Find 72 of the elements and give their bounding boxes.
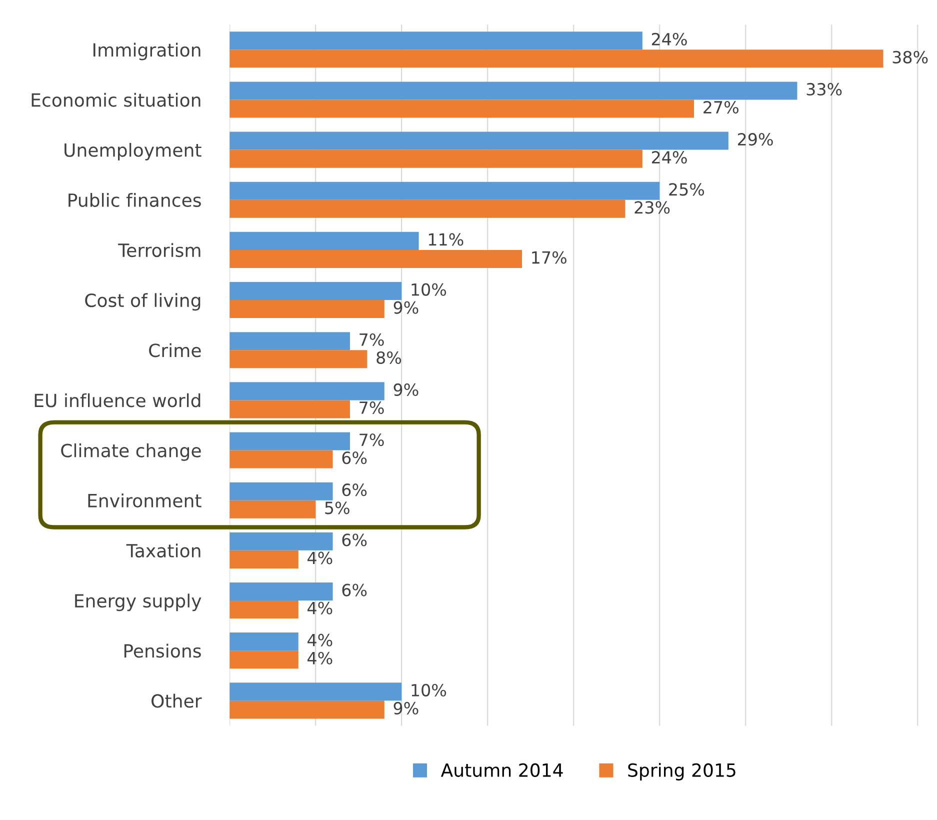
data-label: 6% [342,484,367,496]
bar [230,332,350,350]
data-label: 10% [412,684,446,696]
bar [230,182,660,200]
data-label: 7% [360,333,384,346]
bar [230,632,298,651]
data-label: 9% [394,301,418,314]
bar [230,700,384,719]
y-tick-label: Unemployment [64,142,202,160]
y-tick-label: Taxation [126,544,200,558]
bar [230,150,642,168]
bar [230,82,798,100]
data-label: 25% [669,183,704,196]
y-tick-label: Public finances [68,193,201,207]
bar [230,300,384,318]
y-tick-label: EU influence world [34,393,200,408]
y-tick-label: Immigration [94,42,200,60]
bar [230,282,402,300]
data-label: 5% [325,502,350,514]
data-label: 4% [308,552,332,564]
bar [230,100,694,118]
bar [230,200,626,218]
data-label: 7% [360,401,384,414]
bar [230,482,333,500]
legend-label: Autumn 2014 [440,763,563,777]
bar [230,682,402,701]
bar [230,432,350,450]
bar [230,400,350,418]
data-label: 23% [634,201,670,214]
data-label: 11% [428,233,464,246]
bar [230,532,333,550]
bar [230,600,298,619]
y-tick-label: Other [152,694,202,708]
bar [230,500,316,518]
data-label: 4% [308,602,332,614]
y-tick-label: Cost of living [85,293,200,311]
bar [230,232,419,250]
data-label: 24% [652,151,687,164]
bar [230,450,333,468]
y-tick-label: Terrorism [118,243,200,258]
data-label: 24% [652,32,687,46]
bar [230,32,642,50]
data-label: 29% [738,133,773,146]
data-label: 6% [342,534,367,546]
data-label: 7% [360,433,384,446]
data-label: 38% [892,50,928,64]
bar [230,132,728,150]
data-label: 6% [342,452,367,464]
bar [230,350,368,368]
data-label: 10% [412,283,446,296]
data-label: 33% [806,82,842,96]
data-label: 4% [308,634,332,646]
data-label: 9% [394,383,418,396]
bar [230,550,298,568]
bar [230,250,522,268]
bar [230,382,384,400]
data-label: 6% [342,584,367,596]
y-tick-label: Pensions [124,644,201,658]
y-tick-label: Climate change [61,443,201,461]
data-label: 17% [532,251,566,264]
legend-label: Spring 2015 [628,762,736,780]
y-tick-label: Economic situation [32,92,200,107]
data-label: 8% [376,351,402,364]
y-tick-label: Environment [88,493,202,508]
bar [230,50,884,68]
data-label: 27% [704,100,738,114]
bar [230,650,298,669]
data-label: 4% [308,652,332,664]
bar [230,582,333,601]
data-label: 9% [394,702,418,715]
y-tick-label: Energy supply [75,594,202,612]
y-tick-label: Crime [149,343,201,358]
